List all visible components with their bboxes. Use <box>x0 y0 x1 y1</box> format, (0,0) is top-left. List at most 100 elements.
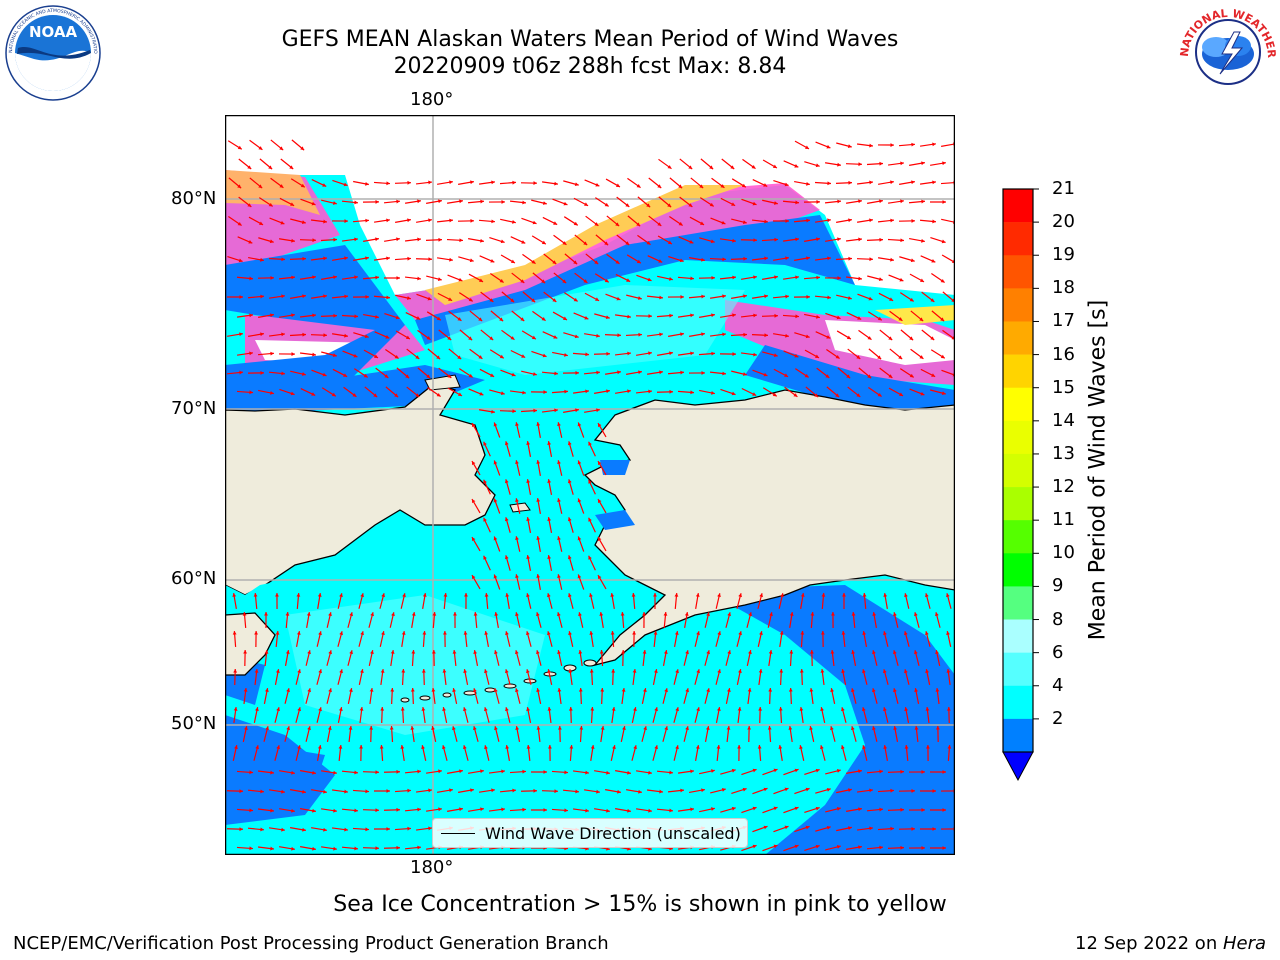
wind-wave-arrowhead <box>493 574 498 579</box>
wind-wave-arrowhead <box>669 389 673 394</box>
wind-wave-arrowhead <box>374 354 379 358</box>
wind-wave-arrowhead <box>431 726 435 731</box>
wind-wave-arrowhead <box>344 333 348 338</box>
wind-wave-arrowhead <box>909 336 914 341</box>
wind-wave-arrowhead <box>391 612 395 617</box>
wind-wave-arrowhead <box>940 354 945 359</box>
wind-wave-arrowhead <box>339 593 343 598</box>
wind-wave-arrowhead <box>879 807 883 812</box>
wind-wave-arrowhead <box>510 336 515 340</box>
wind-wave-arrowhead <box>526 479 531 483</box>
wind-wave-arrowhead <box>815 163 820 168</box>
wind-wave-arrowhead <box>836 807 841 811</box>
wind-wave-arrowhead <box>557 612 561 617</box>
wind-wave-arrowhead <box>421 669 426 673</box>
wind-wave-arrowhead <box>323 219 327 224</box>
wind-wave-arrowhead <box>405 335 410 340</box>
wind-wave-arrowhead <box>473 612 478 616</box>
wind-wave-arrowhead <box>312 846 316 851</box>
wind-wave-arrowhead <box>344 827 348 832</box>
wind-wave-arrowhead <box>669 313 673 318</box>
wind-wave-arrowhead <box>370 650 374 655</box>
wind-wave-arrowhead <box>585 389 589 394</box>
lon-label-bottom: 180° <box>410 857 454 878</box>
wind-wave-arrowhead <box>890 788 894 793</box>
wind-wave-arrowhead <box>312 238 316 243</box>
wind-wave-arrowhead <box>471 575 476 580</box>
wind-wave-arrowhead <box>805 145 810 149</box>
wind-wave-arrowhead <box>238 258 243 263</box>
wind-wave-arrowhead <box>575 408 579 413</box>
wind-wave-arrowhead <box>328 612 332 617</box>
wind-wave-arrowhead <box>276 707 280 712</box>
wind-wave-arrowhead <box>701 294 705 299</box>
wind-wave-arrowhead <box>428 826 432 831</box>
wind-wave-arrowhead <box>890 143 894 147</box>
wind-wave-arrowhead <box>705 726 710 730</box>
wind-wave-arrowhead <box>795 275 799 280</box>
wind-wave-arrowhead <box>941 239 946 244</box>
wind-wave-arrowhead <box>701 371 705 375</box>
wind-wave-arrowhead <box>428 257 432 262</box>
wind-wave-arrowhead <box>924 593 929 598</box>
wind-wave-arrowhead <box>773 806 778 811</box>
wind-wave-arrowhead <box>879 199 883 204</box>
wind-wave-arrowhead <box>753 352 757 357</box>
wind-wave-arrowhead <box>279 184 284 188</box>
wind-wave-arrowhead <box>301 220 306 224</box>
wind-wave-arrowhead <box>638 370 642 375</box>
wind-wave-arrowhead <box>264 650 269 654</box>
colorbar-segment <box>1003 652 1033 687</box>
wind-wave-arrowhead <box>375 770 379 775</box>
wind-wave-arrowhead <box>947 745 952 749</box>
colorbar-tick-label: 12 <box>1052 476 1075 498</box>
wind-wave-arrowhead <box>380 707 385 711</box>
wind-wave-arrowhead <box>254 631 258 635</box>
wind-wave-arrowhead <box>883 745 888 749</box>
wind-wave-arrowhead <box>281 789 285 794</box>
wind-wave-arrowhead <box>457 355 462 360</box>
wind-wave-arrowhead <box>405 374 410 379</box>
wind-wave-arrowhead <box>532 220 537 225</box>
wind-wave-arrowhead <box>878 277 883 281</box>
wind-wave-arrowhead <box>469 258 474 263</box>
wind-wave-arrowhead <box>900 807 904 812</box>
wind-wave-arrowhead <box>710 769 715 773</box>
wind-wave-arrowhead <box>494 726 498 731</box>
wind-wave-arrowhead <box>375 275 379 280</box>
wind-wave-arrowhead <box>574 182 579 187</box>
colorbar-tick-label: 14 <box>1052 409 1075 431</box>
wind-wave-arrowhead <box>689 240 694 244</box>
wind-wave-arrowhead <box>547 479 552 483</box>
wind-wave-arrowhead <box>249 770 253 775</box>
wind-wave-arrowhead <box>522 807 526 812</box>
wind-wave-arrowhead <box>375 314 379 319</box>
wind-wave-arrowhead <box>289 165 294 170</box>
wind-wave-arrowhead <box>515 688 519 693</box>
wind-wave-arrowhead <box>269 239 274 244</box>
wind-wave-arrowhead <box>731 391 736 396</box>
lat-label-70: 70°N <box>171 398 217 419</box>
wind-wave-arrowhead <box>478 317 483 322</box>
wind-wave-arrowhead <box>585 352 589 357</box>
wind-wave-arrowhead <box>533 181 537 186</box>
wind-wave-arrowhead <box>491 788 495 793</box>
wind-wave-arrowhead <box>239 827 243 832</box>
wind-wave-arrowhead <box>935 612 939 617</box>
wind-wave-arrowhead <box>479 391 484 396</box>
wind-wave-arrowhead <box>837 276 841 280</box>
wind-wave-arrowhead <box>249 846 253 851</box>
wind-wave-arrowhead <box>622 726 626 731</box>
wind-wave-arrowhead <box>436 355 441 360</box>
wind-wave-arrowhead <box>877 392 882 397</box>
wind-wave-arrowhead <box>437 277 442 281</box>
wind-wave-arrowhead <box>816 275 820 280</box>
wind-wave-arrowhead <box>471 423 476 428</box>
wind-wave-arrowhead <box>483 555 487 560</box>
wind-wave-arrowhead <box>553 335 558 339</box>
svg-text:NOAA: NOAA <box>29 23 78 41</box>
wind-wave-arrowhead <box>338 745 343 749</box>
wind-wave-arrowhead <box>680 370 684 375</box>
colorbar-tick-label: 8 <box>1052 608 1064 630</box>
wind-wave-arrowhead <box>930 336 935 341</box>
